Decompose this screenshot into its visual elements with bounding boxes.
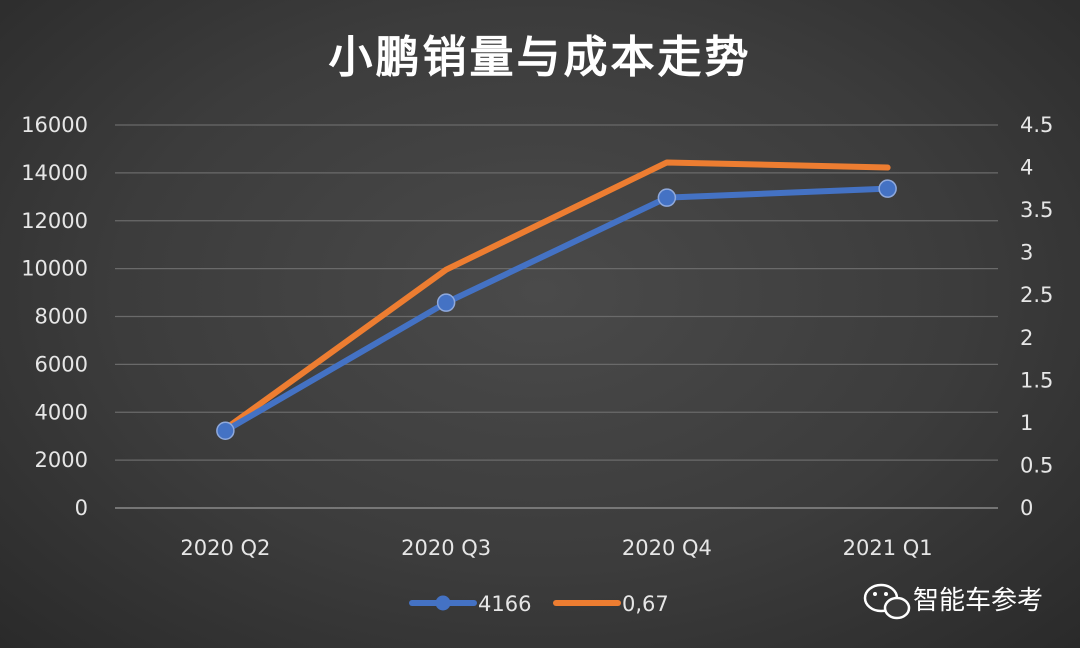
right-tick-label: 4.5 xyxy=(1020,113,1053,137)
legend-marker xyxy=(435,595,451,611)
right-axis-ticks: 0 0.5 1 1.5 2 2.5 3 3.5 4 4.5 xyxy=(1020,113,1053,520)
right-tick-label: 4 xyxy=(1020,156,1033,180)
watermark: 智能车参考 xyxy=(863,583,1043,620)
right-tick-label: 1.5 xyxy=(1020,368,1053,392)
gridlines xyxy=(115,124,998,509)
category-label: 2020 Q3 xyxy=(401,536,491,560)
category-labels: 2020 Q2 2020 Q3 2020 Q4 2021 Q1 xyxy=(180,536,932,560)
left-tick-label: 8000 xyxy=(35,305,88,329)
legend-label: 0,67 xyxy=(622,592,669,616)
series-line-4166 xyxy=(222,185,891,434)
wechat-icon xyxy=(863,583,911,620)
legend: 4166 0,67 xyxy=(409,592,669,616)
series-line-0-67 xyxy=(222,159,891,432)
series-lines xyxy=(216,159,897,440)
category-label: 2021 Q1 xyxy=(843,536,933,560)
legend-label: 4166 xyxy=(478,592,531,616)
right-tick-label: 2.5 xyxy=(1020,283,1053,307)
data-point xyxy=(657,188,677,207)
left-tick-label: 12000 xyxy=(21,209,88,233)
watermark-text: 智能车参考 xyxy=(913,586,1043,616)
left-tick-label: 16000 xyxy=(21,113,88,137)
right-tick-label: 0.5 xyxy=(1020,453,1053,477)
left-tick-label: 4000 xyxy=(35,400,88,424)
left-tick-label: 6000 xyxy=(35,352,88,376)
right-tick-label: 1 xyxy=(1020,411,1033,435)
left-tick-label: 10000 xyxy=(21,257,88,281)
data-point xyxy=(216,421,235,440)
left-tick-label: 2000 xyxy=(35,448,88,472)
right-tick-label: 3 xyxy=(1020,241,1033,265)
left-tick-label: 0 xyxy=(75,496,88,520)
left-axis-ticks: 0 2000 4000 6000 8000 10000 12000 14000 16000 xyxy=(21,113,88,520)
right-tick-label: 3.5 xyxy=(1020,198,1053,222)
data-point xyxy=(436,293,456,312)
category-label: 2020 Q4 xyxy=(622,536,712,560)
data-point xyxy=(878,179,897,198)
category-label: 2020 Q2 xyxy=(180,536,270,560)
left-tick-label: 14000 xyxy=(21,161,88,185)
right-tick-label: 0 xyxy=(1020,496,1033,520)
chart-title: 小鹏销量与成本走势 xyxy=(329,32,752,83)
right-tick-label: 2 xyxy=(1020,326,1033,350)
